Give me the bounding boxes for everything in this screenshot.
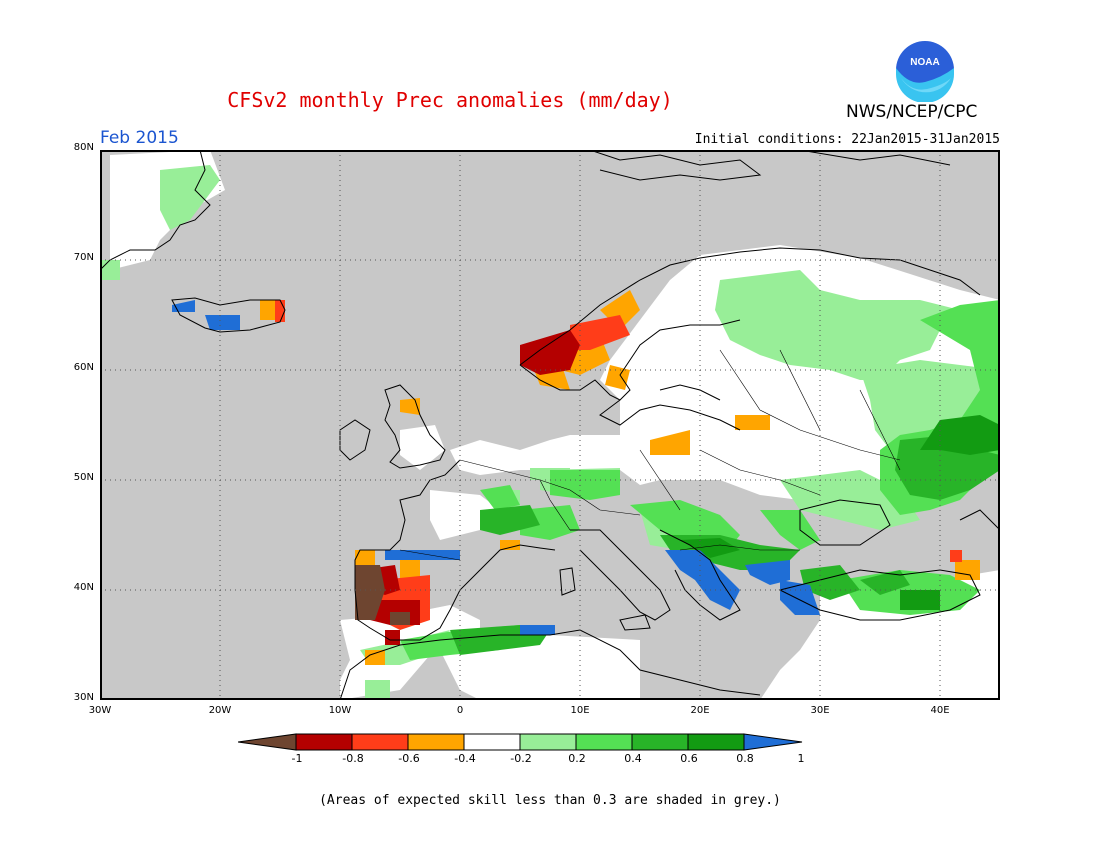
skill-note: (Areas of expected skill less than 0.3 a…	[319, 793, 781, 808]
agency-label: NWS/NCEP/CPC	[846, 102, 978, 122]
colorbar-label: -0.2	[510, 752, 532, 765]
colorbar-label: -0.8	[342, 752, 364, 765]
country-borders	[399, 349, 901, 561]
precip-anomaly-map	[100, 150, 1000, 700]
colorbar-label: 0.4	[624, 752, 642, 765]
lat-tick-50n: 50N	[73, 472, 94, 483]
colorbar-swatch-below-min	[238, 733, 297, 751]
initial-conditions: Initial conditions: 22Jan2015-31Jan2015	[694, 132, 1000, 147]
colorbar-swatch	[519, 733, 577, 751]
lon-tick-30w: 30W	[88, 705, 112, 716]
colorbar	[238, 733, 803, 751]
blue-anomaly-areas	[172, 300, 820, 635]
colorbar-swatch	[463, 733, 521, 751]
coastlines	[100, 150, 1000, 700]
colorbar-label: -0.4	[454, 752, 476, 765]
colorbar-label: 1	[797, 752, 805, 765]
colorbar-label: -1	[291, 752, 303, 765]
lat-tick-40n: 40N	[73, 582, 94, 593]
colorbar-swatch	[631, 733, 689, 751]
lon-tick-10e: 10E	[570, 705, 590, 716]
lon-tick-40e: 40E	[930, 705, 950, 716]
lon-tick-10w: 10W	[328, 705, 352, 716]
colorbar-swatch	[575, 733, 633, 751]
lon-tick-30e: 30E	[810, 705, 830, 716]
colorbar-swatch-above-max	[743, 733, 803, 751]
colorbar-label: -0.6	[398, 752, 420, 765]
colorbar-label: 0.8	[736, 752, 754, 765]
lat-tick-70n: 70N	[73, 252, 94, 263]
noaa-logo: NOAA	[894, 39, 956, 102]
colorbar-label: 0.2	[568, 752, 586, 765]
colorbar-swatch	[407, 733, 465, 751]
colorbar-swatch	[687, 733, 745, 751]
map-title: CFSv2 monthly Prec anomalies (mm/day)	[227, 88, 673, 112]
lat-tick-80n: 80N	[73, 142, 94, 153]
noaa-logo-text: NOAA	[910, 57, 939, 68]
graticule	[100, 150, 1000, 700]
colorbar-swatch	[351, 733, 409, 751]
map-frame	[100, 150, 1000, 700]
lat-tick-30n: 30N	[73, 692, 94, 703]
forecast-month: Feb 2015	[100, 128, 179, 148]
lon-tick-0: 0	[456, 705, 464, 716]
colorbar-swatch	[295, 733, 353, 751]
lon-tick-20e: 20E	[690, 705, 710, 716]
colorbar-label: 0.6	[680, 752, 698, 765]
lat-tick-60n: 60N	[73, 362, 94, 373]
brown-anomaly-areas	[355, 565, 410, 625]
lon-tick-20w: 20W	[208, 705, 232, 716]
